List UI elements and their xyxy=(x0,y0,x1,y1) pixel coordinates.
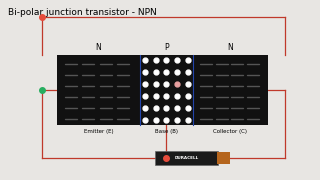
Text: Base (B): Base (B) xyxy=(155,129,178,134)
Text: Emitter (E): Emitter (E) xyxy=(84,129,113,134)
Bar xyxy=(57,55,140,125)
Bar xyxy=(193,55,268,125)
Bar xyxy=(155,151,218,165)
Text: N: N xyxy=(228,43,233,52)
Text: DURACELL: DURACELL xyxy=(174,156,199,160)
Bar xyxy=(217,152,230,164)
Bar xyxy=(140,55,193,125)
Text: Collector (C): Collector (C) xyxy=(213,129,247,134)
Text: N: N xyxy=(96,43,101,52)
Text: Bi-polar junction transistor - NPN: Bi-polar junction transistor - NPN xyxy=(8,8,157,17)
Text: P: P xyxy=(164,43,169,52)
